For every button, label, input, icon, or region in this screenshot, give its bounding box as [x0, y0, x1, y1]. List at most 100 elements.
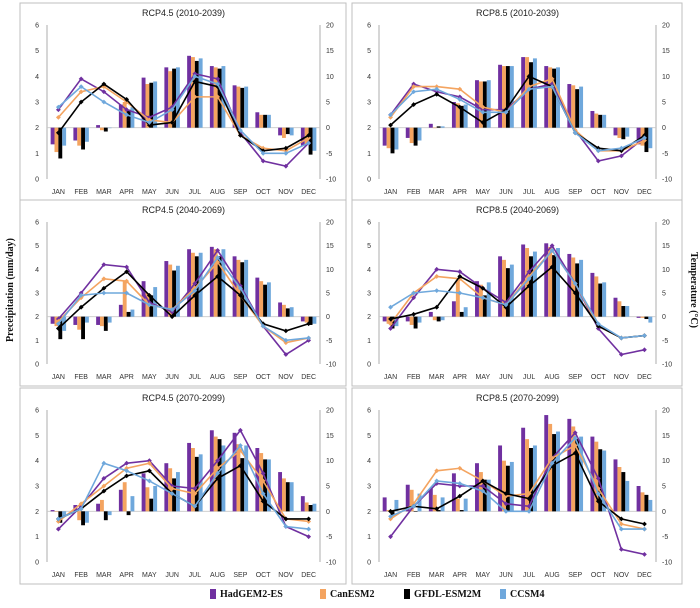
- bar: [308, 316, 313, 325]
- series-line: [389, 431, 645, 556]
- x-tick-label: MAY: [142, 374, 157, 381]
- bar: [103, 511, 108, 521]
- bar: [198, 58, 203, 128]
- point: [192, 94, 198, 100]
- y2-tick-label: -10: [326, 177, 336, 184]
- bar: [552, 255, 557, 317]
- x-tick-label: JUL: [189, 189, 202, 196]
- x-tick-label: FEB: [74, 189, 88, 196]
- x-tick-label: MAY: [476, 189, 491, 196]
- point: [306, 335, 312, 341]
- bar: [525, 57, 530, 128]
- point: [526, 84, 532, 89]
- x-tick-label: JUN: [499, 572, 513, 579]
- point: [388, 534, 393, 540]
- bar: [575, 439, 580, 512]
- chart-title: RCP8.5 (2070-2099): [476, 393, 559, 403]
- x-tick-label: FEB: [74, 374, 88, 381]
- point: [503, 109, 509, 115]
- bar: [175, 472, 180, 512]
- bar: [509, 461, 514, 512]
- bar: [304, 502, 309, 512]
- left-axis-label: Preceipitation (mm/day): [5, 238, 16, 342]
- bar: [96, 503, 101, 512]
- x-tick-label: DEC: [301, 374, 316, 381]
- y2-tick-label: 0: [662, 509, 666, 516]
- y-tick-label: 3: [367, 291, 371, 298]
- point: [434, 86, 440, 92]
- bar: [240, 87, 245, 128]
- series-line: [58, 443, 309, 530]
- point: [78, 503, 84, 509]
- y-tick-label: 2: [367, 314, 371, 321]
- x-tick-label: JUN: [165, 572, 179, 579]
- bar: [440, 316, 445, 321]
- x-tick-label: DEC: [637, 189, 652, 196]
- point: [434, 84, 440, 89]
- bar: [244, 86, 249, 128]
- right-axis-label: Temperature (°C): [688, 252, 699, 328]
- point: [526, 491, 532, 496]
- bar: [529, 256, 533, 317]
- x-tick-label: JUN: [165, 374, 179, 381]
- bar: [77, 127, 82, 146]
- bar: [544, 415, 549, 512]
- point: [503, 508, 509, 514]
- series-line: [57, 75, 309, 155]
- point: [124, 97, 130, 102]
- x-tick-label: MAR: [429, 572, 445, 579]
- point: [146, 117, 152, 123]
- bar: [579, 86, 584, 128]
- point: [388, 321, 393, 327]
- x-tick-label: FEB: [74, 572, 88, 579]
- panel-frame: [19, 387, 347, 585]
- bar: [308, 127, 313, 155]
- y2-tick-label: -5: [662, 534, 668, 541]
- x-tick-label: FEB: [407, 572, 421, 579]
- point: [411, 503, 417, 509]
- y-tick-label: 5: [367, 243, 371, 250]
- y-tick-label: 2: [35, 509, 39, 516]
- point: [260, 148, 266, 154]
- bar: [240, 458, 245, 512]
- bar: [77, 511, 82, 521]
- x-tick-label: OCT: [591, 189, 607, 196]
- point: [124, 107, 130, 113]
- point: [503, 493, 509, 499]
- bar: [432, 494, 437, 512]
- bar: [255, 277, 260, 317]
- point: [526, 86, 532, 92]
- bar: [168, 264, 173, 317]
- point: [595, 498, 601, 504]
- chart-panel: RCP4.5 (2070-2099) 0 1 2 3 4 5 6 -10 -5 0 5 10 15 20 JA…: [19, 387, 347, 585]
- point: [101, 81, 107, 87]
- point: [434, 468, 440, 474]
- point: [595, 148, 601, 154]
- y-tick-label: 2: [367, 125, 371, 132]
- y-tick-label: 0: [367, 177, 371, 184]
- bar: [482, 81, 487, 128]
- point: [124, 290, 130, 296]
- x-tick-label: APR: [453, 189, 467, 196]
- x-tick-label: MAR: [96, 572, 112, 579]
- bar: [590, 436, 595, 512]
- bar: [625, 306, 630, 317]
- legend: HadGEM2-ES CanESM2 GFDL-ESM2M CCSM4: [210, 589, 544, 600]
- point: [55, 516, 61, 522]
- point: [642, 521, 647, 527]
- point: [101, 488, 107, 494]
- point: [260, 491, 266, 496]
- bar: [300, 496, 305, 512]
- bar: [602, 282, 607, 317]
- point: [618, 335, 624, 341]
- bar: [590, 272, 595, 317]
- point: [526, 283, 532, 289]
- point: [283, 328, 289, 334]
- bar: [440, 497, 445, 512]
- point: [215, 94, 221, 100]
- chart-panel: RCP8.5 (2040-2069) 0 1 2 3 4 5 6 -10 -5 0 5 10 15 20 JA…: [351, 199, 683, 387]
- bar: [475, 80, 479, 128]
- point: [457, 481, 463, 486]
- point: [215, 248, 221, 253]
- point: [503, 501, 509, 507]
